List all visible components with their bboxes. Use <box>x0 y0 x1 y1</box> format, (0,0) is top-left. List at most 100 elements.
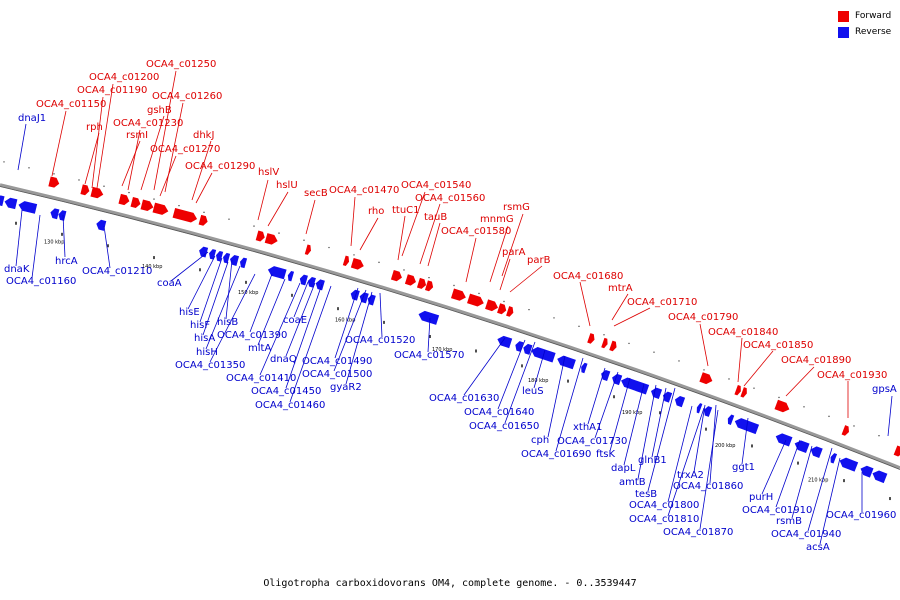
gene-arrow-shape <box>424 280 434 292</box>
forward-gene-leader-line <box>611 293 629 321</box>
scale-tick-label: 210 kbp <box>808 477 828 483</box>
reverse-gene-leader-line <box>285 282 316 357</box>
reverse-gene-arrow <box>4 197 18 210</box>
scale-dash <box>567 379 569 383</box>
scale-dash <box>245 280 247 284</box>
forward-gene-arrow <box>587 333 595 344</box>
forward-gene-leader-line <box>785 366 815 397</box>
gene-arrow-shape <box>612 373 623 386</box>
reverse-gene-label: OCA4_c01410 <box>226 373 296 384</box>
position-dot <box>628 342 630 345</box>
forward-gene-label: OCA4_c01840 <box>708 327 778 338</box>
gene-arrow-shape <box>830 453 838 464</box>
forward-gene-leader-line <box>191 140 212 201</box>
forward-gene-leader-line <box>489 225 509 283</box>
position-dot <box>3 161 5 163</box>
reverse-gene-arrow <box>230 255 240 266</box>
forward-gene-arrow <box>342 255 350 267</box>
reverse-swatch <box>838 26 849 38</box>
forward-gene-arrow <box>699 372 713 385</box>
reverse-gene-arrow <box>209 249 217 260</box>
reverse-gene-leader-line <box>427 317 431 353</box>
gene-arrow-shape <box>209 249 217 260</box>
forward-gene-arrow <box>424 280 434 292</box>
gene-arrow-shape <box>359 292 369 304</box>
gene-arrow-shape <box>264 233 278 245</box>
forward-gene-leader-line <box>613 307 651 327</box>
scale-tick-label: 180 kbp <box>528 378 548 384</box>
position-dot <box>28 167 30 169</box>
gene-arrow-shape <box>4 197 18 210</box>
reverse-gene-leader-line <box>249 273 273 333</box>
reverse-gene-arrow <box>872 470 888 484</box>
position-dot <box>403 269 405 271</box>
scale-dash <box>61 232 63 236</box>
reverse-gene-label: ftsK <box>596 449 615 460</box>
gene-arrow-shape <box>601 337 608 349</box>
gene-arrow-shape <box>367 294 376 306</box>
gene-arrow-shape <box>287 270 295 282</box>
reverse-gene-leader-line <box>791 445 813 519</box>
genome-caption: Oligotropha carboxidovorans OM4, complet… <box>263 578 637 589</box>
gene-arrow-shape <box>497 335 513 349</box>
reverse-gene-leader-line <box>819 457 841 545</box>
forward-gene-leader-line <box>140 115 165 191</box>
reverse-gene-arrow <box>223 252 231 264</box>
scale-dash <box>15 221 17 225</box>
reverse-gene-leader-line <box>333 289 367 372</box>
gene-arrow-shape <box>255 230 265 242</box>
forward-gene-leader-line <box>153 70 177 191</box>
reverse-gene-leader-line <box>463 337 506 396</box>
reverse-gene-leader-line <box>170 251 209 282</box>
reverse-gene-arrow <box>523 343 533 355</box>
position-dot <box>303 239 305 241</box>
reverse-gene-arrow <box>696 403 703 414</box>
forward-gene-label: OCA4_c01260 <box>152 91 222 102</box>
reverse-gene-arrow <box>601 369 611 382</box>
forward-gene-label: OCA4_c01850 <box>743 340 813 351</box>
reverse-gene-label: OCA4_c01650 <box>469 421 539 432</box>
reverse-gene-label: hisE <box>179 307 200 318</box>
position-dot <box>503 300 505 303</box>
reverse-gene-leader-line <box>187 255 216 310</box>
reverse-gene-leader-line <box>651 387 667 458</box>
forward-gene-label: parB <box>527 255 551 266</box>
reverse-gene-arrow <box>315 279 325 291</box>
reverse-gene-arrow <box>557 355 576 370</box>
reverse-gene-arrow <box>50 208 60 220</box>
forward-gene-arrow <box>118 193 130 206</box>
reverse-gene-leader-line <box>31 214 41 279</box>
forward-gene-label: OCA4_c01790 <box>668 312 738 323</box>
gene-arrow-shape <box>230 255 240 266</box>
gene-arrow-shape <box>80 184 90 196</box>
reverse-gene-leader-line <box>334 287 359 359</box>
gene-arrow-shape <box>609 340 617 352</box>
reverse-gene-label: leuS <box>522 386 544 397</box>
forward-gene-leader-line <box>121 140 141 187</box>
gene-arrow-shape <box>239 257 248 269</box>
reverse-gene-leader-line <box>775 439 801 508</box>
forward-gene-leader-line <box>164 102 184 193</box>
gene-arrow-shape <box>48 176 60 188</box>
reverse-gene-leader-line <box>647 387 676 492</box>
reverse-gene-label: hisF <box>190 320 210 331</box>
scale-dash <box>659 411 661 415</box>
scale-dash <box>383 320 385 324</box>
position-dot <box>603 334 605 336</box>
legend-reverse: Reverse <box>838 24 891 40</box>
forward-gene-arrow <box>740 387 747 398</box>
forward-gene-label: OCA4_c01890 <box>781 355 851 366</box>
scale-dash <box>291 293 293 297</box>
forward-gene-label: OCA4_c01930 <box>817 370 887 381</box>
gene-arrow-shape <box>893 445 900 457</box>
reverse-gene-arrow <box>367 294 376 306</box>
forward-gene-label: dhkJ <box>193 130 214 141</box>
reverse-gene-leader-line <box>547 355 566 438</box>
forward-gene-leader-line <box>419 203 441 265</box>
reverse-gene-leader-line <box>587 367 606 425</box>
position-dot <box>78 179 80 181</box>
reverse-gene-label: mltA <box>248 343 271 354</box>
reverse-gene-label: OCA4_c01210 <box>82 266 152 277</box>
reverse-gene-label: rsmB <box>776 516 802 527</box>
